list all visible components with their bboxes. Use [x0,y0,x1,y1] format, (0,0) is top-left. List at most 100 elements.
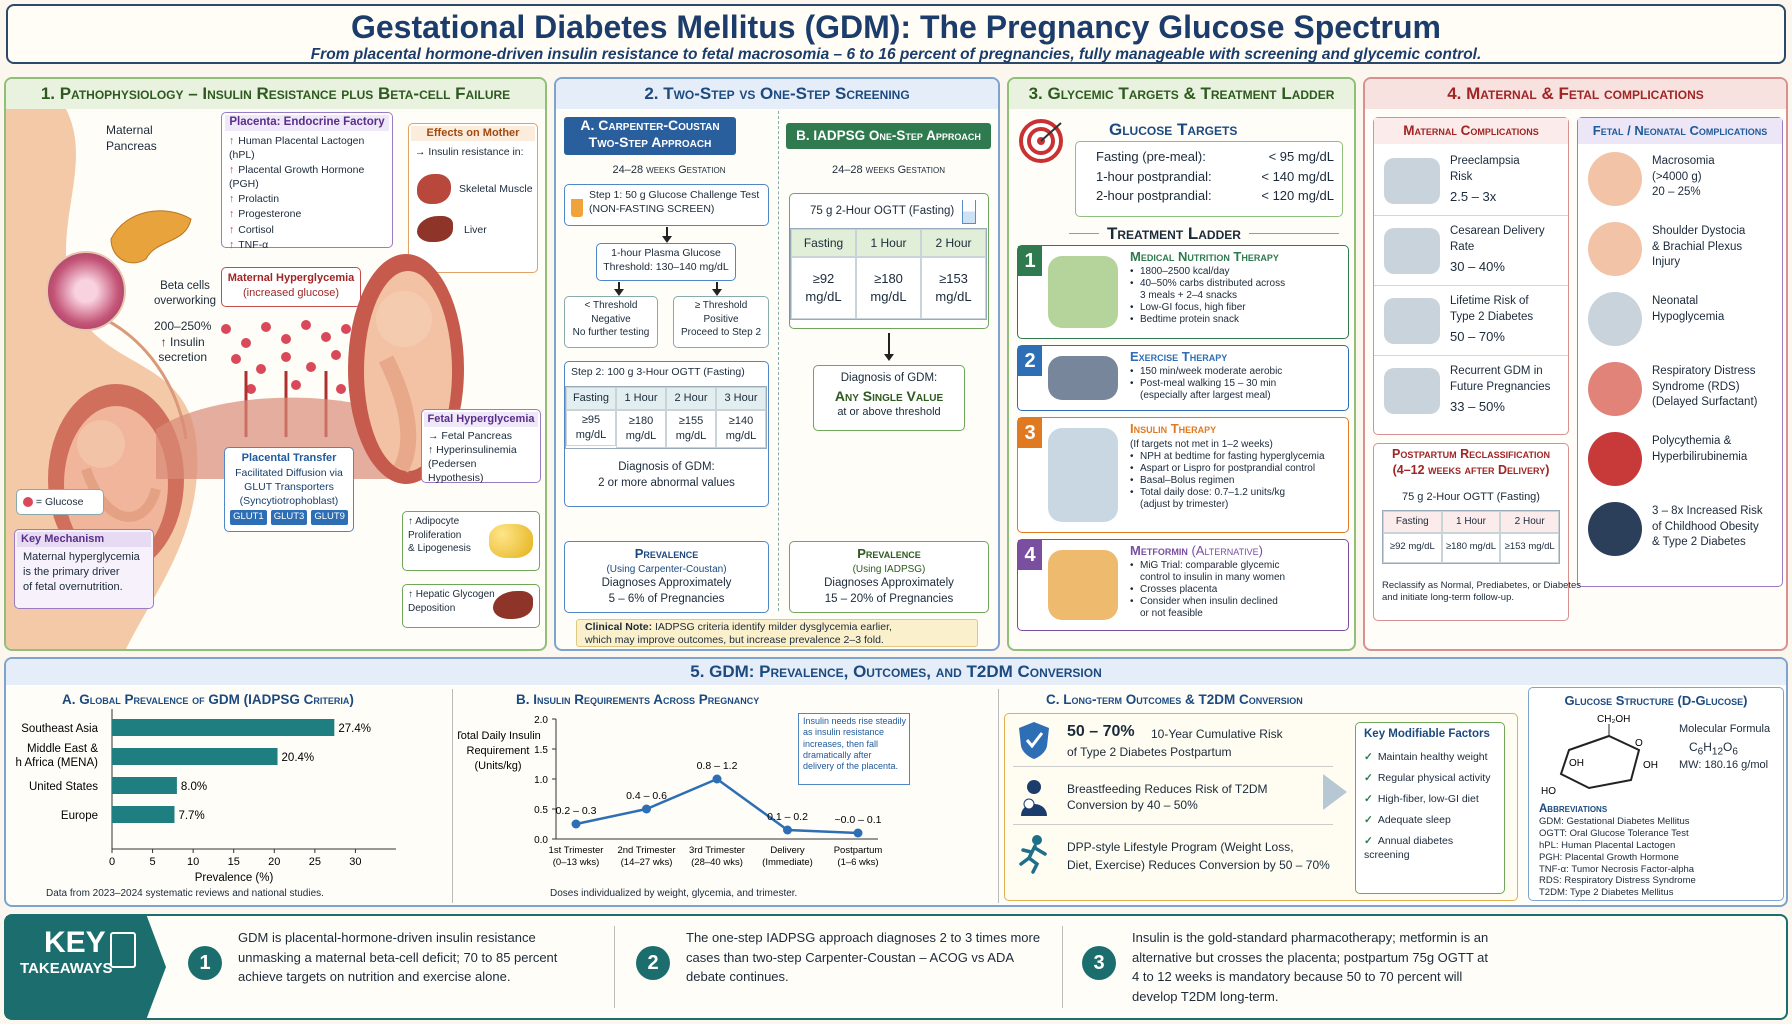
takeaway-divider [614,926,615,1008]
check-icon: ✓ [1364,750,1373,763]
glucose-legend: = Glucose [16,489,104,515]
target-value: < 140 mg/dL [1261,168,1334,184]
transfer-title: Placental Transfer [241,452,337,464]
x-axis-label: Prevalence (%) [195,872,274,884]
ogtt-table: Fasting 1 Hour 2 Hour ≥92 mg/dL ≥180 mg/… [790,228,987,320]
placenta-list: ↑ Human Placental Lactogen (hPL) ↑ Placenta… [229,134,385,252]
glu-label-ho: HO [1541,786,1556,797]
targets-box: Fasting (pre-meal): < 95 mg/dL 1-hour post… [1075,141,1343,217]
glucose-dot [306,362,316,372]
takeaway-divider [1062,926,1063,1008]
baby-icon [1588,152,1642,206]
target-row: Fasting (pre-meal): < 95 mg/dL [1084,148,1334,166]
step-title-suffix: (Alternative) [1187,543,1263,558]
placental-transfer-box: Placental Transfer Facilitated Diffusion… [224,447,354,532]
x-tick-label: (Immediate) [762,857,813,868]
step-item: Bedtime protein snack [1130,314,1344,326]
x-tick-label: 2nd Trimester [617,845,675,856]
step-item: Post-meal walking 15 – 30 min (especiall… [1130,378,1344,402]
data-point [853,828,863,838]
data-label: 0.8 – 1.2 [697,760,738,772]
bar [112,748,278,765]
placenta-hormone-label: Progesterone [238,208,302,221]
maternal-box: Maternal Complications Preeclampsia Risk… [1373,117,1569,435]
category-label: Europe [61,810,98,822]
x-tick-label: 25 [309,856,321,868]
ogtt-val-2h: ≥153 mg/dL [921,257,986,319]
prevalence-bar-chart: Southeast Asia 27.4% Middle East & North Af… [16,709,396,884]
threshold-box: 1-hour Plasma Glucose Threshold: 130–140… [596,243,736,281]
step-item: 1800–2500 kcal/day [1130,266,1344,278]
glu-label-oh2: OH [1569,758,1584,769]
placenta-box: Placenta: Endocrine Factory ↑ Human Place… [221,112,393,251]
postpartum-box: Postpartum Reclassification (4–12 weeks … [1373,443,1581,621]
panel-treatment: 3. Glycemic Targets & Treatment Ladder G… [1007,77,1356,651]
step-item: Crosses placenta [1130,584,1344,596]
postpartum-note: Reclassify as Normal, Prediabetes, or Di… [1382,580,1582,604]
ogtt-box: 75 g 2-Hour OGTT (Fasting) Fasting 1 Hou… [789,193,989,329]
abbreviation-item: RDS: Respiratory Distress Syndrome [1539,875,1696,887]
factor-item: ✓ Adequate sleep [1364,813,1496,827]
step-title-text: Medical Nutrition Therapy [1130,249,1279,264]
postpartum-title: Postpartum Reclassification (4–12 weeks … [1392,447,1550,478]
hepatic-box: ↑ Hepatic Glycogen Deposition [402,584,540,628]
c-divider-1 [1013,766,1333,767]
bar-value-label: 20.4% [282,752,315,764]
arrow-pos [712,282,722,296]
effects-sub: → Insulin resistance in: [415,145,524,158]
category-label: Southeast Asia [21,723,98,735]
placenta-title: Placenta: Endocrine Factory [225,115,389,131]
x-tick-label: (14–27 wks) [621,857,673,868]
step-title: Insulin Therapy [1130,420,1344,438]
placenta-hormone-label: Cortisol [238,223,274,236]
clipboard-icon [110,932,136,968]
data-point [783,825,792,835]
maternal-item-label: Preeclampsia Risk [1450,155,1520,183]
takeaway-text: GDM is placental-hormone-driven insulin … [238,930,558,984]
t2dm-risk-value: 50 – 70% [1067,723,1135,740]
takeaways-label-2: TAKEAWAYS [20,960,113,977]
step-item: Basal–Bolus regimen [1130,475,1344,487]
abbreviation-item: hPL: Human Placental Lactogen [1539,839,1676,851]
maternal-item: Cesarean Delivery Rate 30 – 40% [1374,218,1568,286]
maternal-pancreas-label: Maternal Pancreas [106,123,157,153]
step-item: 40–50% carbs distributed across 3 meals … [1130,278,1344,302]
beta-cells-label: Beta cells overworking [154,280,216,307]
fetal-item: Shoulder Dystocia & Brachial Plexus Inju… [1578,216,1782,284]
beaker-icon [962,200,976,224]
maternal-item-label: Cesarean Delivery Rate [1450,225,1545,253]
divider-a [452,689,453,903]
data-point [712,774,722,784]
x-tick-label: (28–40 wks) [691,857,743,868]
chart-b-title: B. Insulin Requirements Across Pregnancy [516,692,760,707]
factor-item: ✓ High-fiber, low-GI diet [1364,792,1496,806]
maternal-item: Lifetime Risk of Type 2 Diabetes 50 – 70% [1374,288,1568,356]
adipocyte-text: ↑ Adipocyte Proliferation & Lipogenesis [408,516,471,554]
target-icon [1019,119,1063,163]
check-icon: ✓ [1364,792,1373,805]
screening-divider [778,111,779,611]
adipocyte-icon [489,524,533,558]
bar-value-label: 8.0% [181,781,207,793]
takeaway-number: 1 [188,946,222,980]
fetal-item: Neonatal Hypoglycemia [1578,286,1782,354]
placenta-hormone: ↑ Progesterone [229,207,385,221]
recurrence-arrows-icon [1384,368,1440,414]
panel-1-title: 1. Pathophysiology – Insulin Resistance … [6,79,545,109]
bar [112,806,175,823]
glucose-structure-box: Glucose Structure (D-Glucose) CH₂OH O OH… [1528,687,1784,901]
bar-value-label: 27.4% [338,723,371,735]
bar [112,719,335,736]
pp-head-1h: 1 Hour [1441,511,1501,533]
shoulder-icon [1588,222,1642,276]
panel-2-title: 2. Two-Step vs One-Step Screening [556,79,998,109]
up-arrow-icon: ↑ [229,163,235,176]
step-items: 1800–2500 kcal/day40–50% carbs distribut… [1130,266,1344,326]
step-title-text: Metformin [1130,543,1188,558]
effects-title: Effects on Mother [411,126,535,141]
glucose-dot [291,380,301,390]
x-tick-label: 0 [109,856,115,868]
data-point [642,804,651,814]
glucose-molecule-icon: CH₂OH O OH HO OH OH [1541,714,1658,797]
